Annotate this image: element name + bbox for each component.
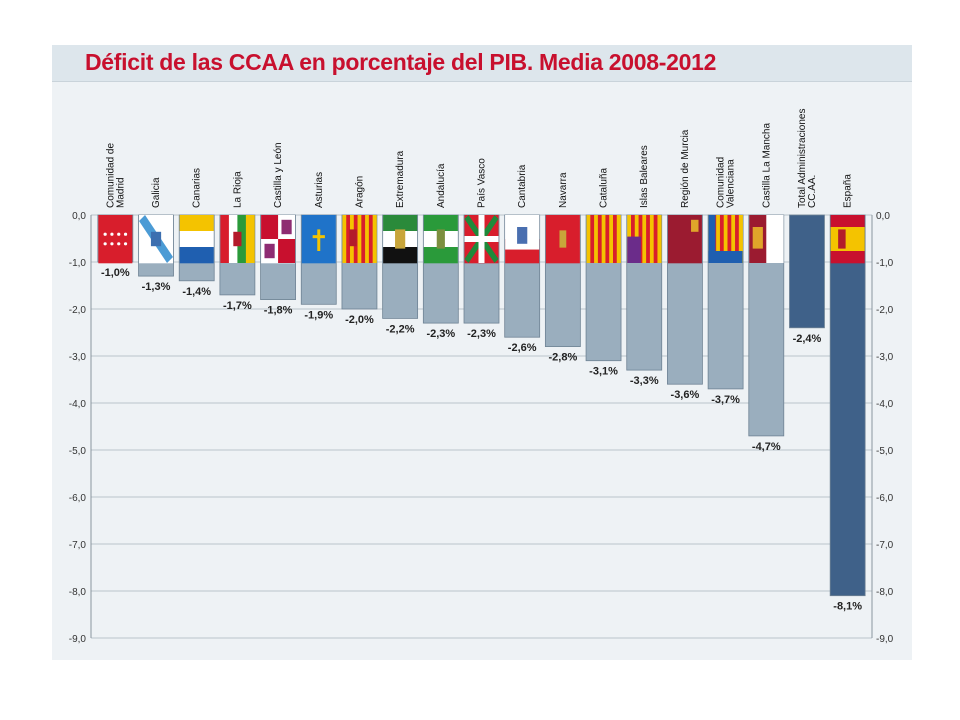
data-label: -2,8%	[548, 352, 577, 364]
y-tick-label-right: 0,0	[876, 211, 890, 222]
data-label: -1,7%	[223, 300, 252, 312]
category-label: CC.AA.	[807, 175, 818, 208]
galicia-flag	[139, 215, 174, 264]
data-label: -3,3%	[630, 375, 659, 387]
data-label: -2,6%	[508, 342, 537, 354]
y-tick-label-left: -8,0	[69, 587, 87, 598]
category-label: Comunidad de	[105, 143, 116, 208]
category-label: Islas Baleares	[639, 145, 650, 208]
title-bar: Déficit de las CCAA en porcentaje del PI…	[52, 45, 912, 82]
data-label: -1,4%	[182, 286, 211, 298]
castilla-la-mancha-flag	[749, 215, 784, 263]
chart-title: Déficit de las CCAA en porcentaje del PI…	[85, 49, 717, 75]
data-label: -2,3%	[426, 328, 455, 340]
category-label: Castilla y León	[273, 142, 284, 208]
data-label: -1,3%	[142, 281, 171, 293]
category-label: Total Administraciones	[797, 109, 808, 209]
y-tick-label-left: -7,0	[69, 540, 87, 551]
category-label: Navarra	[558, 172, 569, 208]
category-label: Andalucía	[436, 163, 447, 208]
navarra-flag	[545, 215, 580, 264]
category-label: Asturias	[314, 172, 325, 208]
category-label: Aragón	[354, 176, 365, 208]
category-label: La Rioja	[232, 171, 243, 208]
castilla-leon-flag	[261, 215, 296, 264]
category-label: Región de Murcia	[680, 129, 691, 208]
murcia-flag	[667, 215, 702, 264]
data-label: -8,1%	[833, 601, 862, 613]
category-label: Comunidad	[716, 157, 727, 208]
madrid-flag	[98, 215, 133, 264]
y-tick-label-right: -5,0	[876, 446, 894, 457]
data-label: -3,6%	[671, 389, 700, 401]
y-tick-label-left: -5,0	[69, 446, 87, 457]
bar	[789, 214, 825, 329]
y-tick-label-left: 0,0	[72, 211, 86, 222]
cantabria-flag	[505, 215, 540, 264]
category-label: Cataluña	[599, 168, 610, 208]
data-label: -2,0%	[345, 314, 374, 326]
y-tick-label-right: -7,0	[876, 540, 894, 551]
data-label: -1,9%	[304, 309, 333, 321]
y-tick-label-right: -8,0	[876, 587, 894, 598]
andalucia-flag	[423, 215, 458, 264]
y-tick-label-left: -3,0	[69, 352, 87, 363]
category-label: Cantabria	[517, 164, 528, 208]
y-tick-label-right: -3,0	[876, 352, 894, 363]
asturias-flag	[301, 215, 336, 264]
cataluna-flag	[586, 215, 621, 263]
bar	[829, 214, 866, 597]
category-label: Castilla La Mancha	[761, 123, 772, 208]
data-label: -1,0%	[101, 267, 130, 279]
y-tick-label-right: -1,0	[876, 258, 894, 269]
espana-flag	[830, 215, 865, 264]
y-tick-label-left: -6,0	[69, 493, 87, 504]
pais-vasco-flag	[464, 215, 499, 264]
data-label: -2,3%	[467, 328, 496, 340]
data-label: -4,7%	[752, 441, 781, 453]
y-tick-label-right: -6,0	[876, 493, 894, 504]
data-label: -3,1%	[589, 366, 618, 378]
data-label: -2,4%	[793, 333, 822, 345]
data-label: -1,8%	[264, 305, 293, 317]
y-tick-label-left: -2,0	[69, 305, 87, 316]
y-tick-label-left: -9,0	[69, 634, 87, 645]
category-label: España	[843, 174, 854, 208]
y-tick-label-right: -9,0	[876, 634, 894, 645]
y-tick-label-left: -1,0	[69, 258, 87, 269]
data-label: -3,7%	[711, 394, 740, 406]
category-label: Valenciana	[726, 159, 737, 208]
y-tick-label-right: -4,0	[876, 399, 894, 410]
y-tick-label-right: -2,0	[876, 305, 894, 316]
islas-baleares-flag	[627, 215, 662, 263]
category-label: Canarias	[192, 168, 203, 208]
aragon-flag	[342, 215, 377, 263]
extremadura-flag	[383, 215, 418, 264]
category-label: País Vasco	[477, 158, 488, 208]
category-label: Extremadura	[395, 150, 406, 208]
canarias-flag	[179, 215, 214, 264]
la-rioja-flag	[220, 215, 255, 263]
data-label: -2,2%	[386, 323, 415, 335]
y-tick-label-left: -4,0	[69, 399, 87, 410]
category-label: Galicia	[151, 177, 162, 208]
category-label: Madrid	[115, 177, 126, 208]
comunidad-valenciana-flag	[708, 215, 743, 263]
